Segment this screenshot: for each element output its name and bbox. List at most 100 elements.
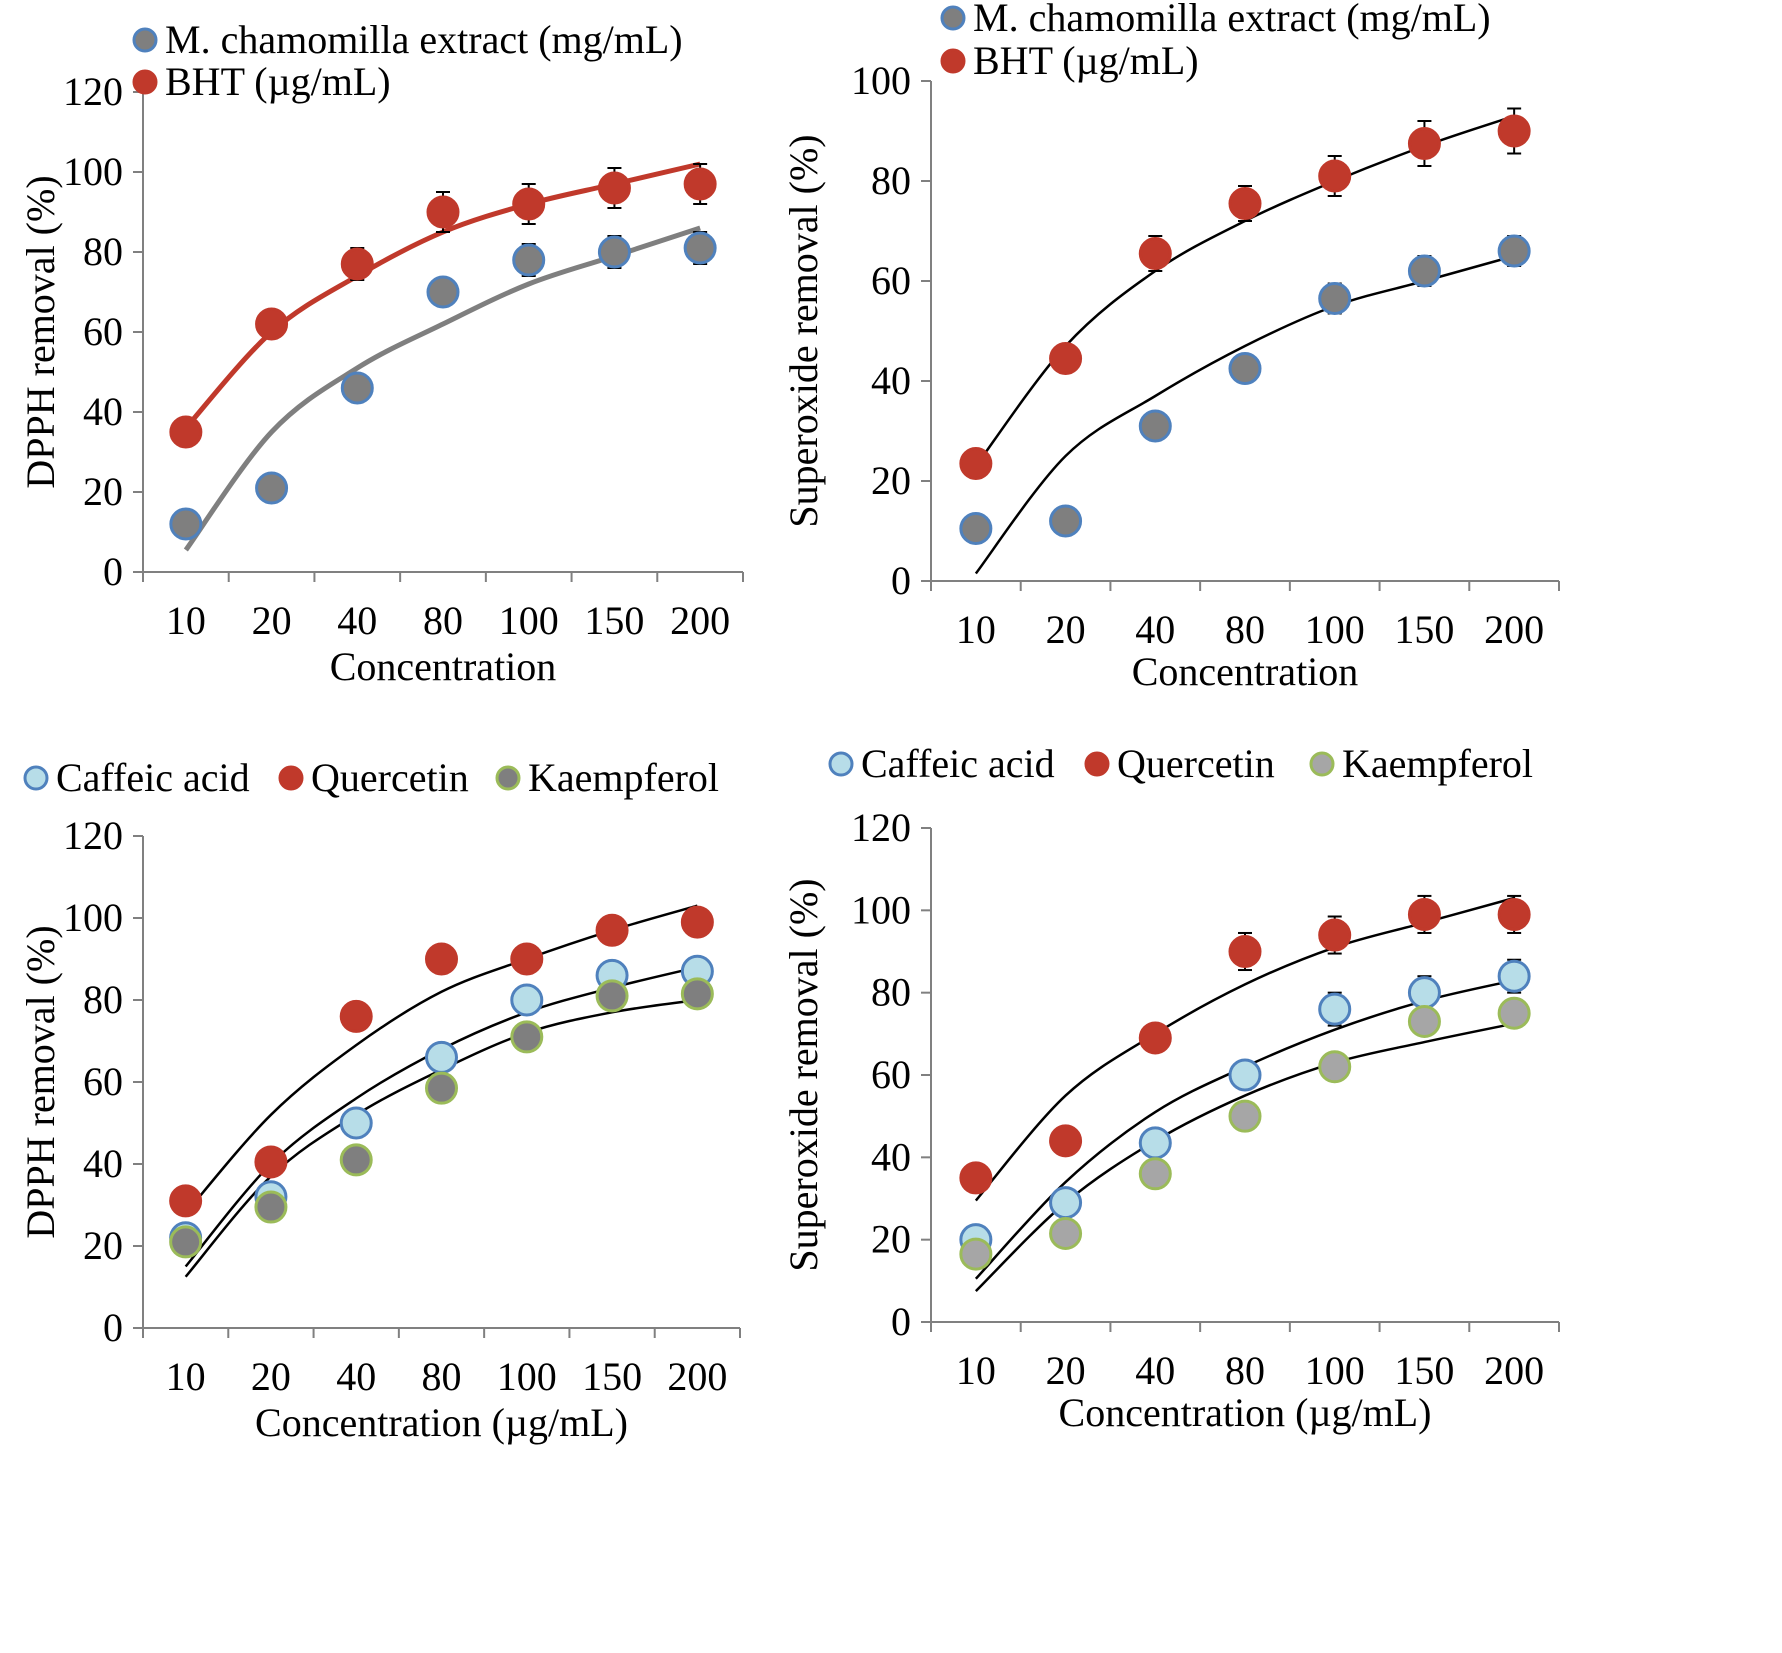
x-tick-label: 80 [422, 1354, 462, 1399]
legend-label: BHT (µg/mL) [973, 38, 1199, 83]
data-point-series-2 [1407, 897, 1441, 931]
x-tick-label: 100 [499, 598, 559, 643]
y-tick-label: 20 [871, 458, 911, 503]
x-tick-label: 200 [1484, 607, 1544, 652]
y-axis-title: Superoxide removal (%) [781, 134, 826, 527]
y-tick-label: 80 [871, 158, 911, 203]
x-tick-label: 10 [956, 607, 996, 652]
data-point-series-2 [254, 1145, 288, 1179]
chart-superoxide-phenolics: 0 20 40 60 80 100 120 10 20 40 80 100 150 200 Concentr… [781, 741, 1782, 1652]
y-tick-label: 100 [63, 149, 123, 194]
data-point-series-1 [339, 1106, 373, 1140]
data-point-series-2 [1497, 114, 1531, 148]
data-point-series-2 [339, 999, 373, 1033]
x-tick-label: 40 [337, 598, 377, 643]
y-tick-label: 0 [891, 558, 911, 603]
data-point-series-1 [255, 471, 289, 505]
data-point-series-2 [1228, 187, 1262, 220]
fit-curve-2 [974, 114, 1515, 467]
data-point-series-1 [1318, 282, 1352, 315]
x-tick-label: 40 [1135, 1348, 1175, 1393]
data-point-series-2 [510, 942, 544, 976]
y-tick-label: 100 [851, 58, 911, 103]
y-tick-label: 120 [63, 69, 123, 114]
data-point-series-3 [1497, 996, 1531, 1030]
data-point-series-2 [426, 195, 460, 229]
data-point-series-1 [510, 983, 544, 1017]
legend-marker [1084, 751, 1110, 777]
data-point-series-2 [683, 167, 717, 201]
legend-label: Caffeic acid [861, 741, 1055, 786]
y-tick-label: 60 [871, 258, 911, 303]
data-point-series-1 [1049, 1186, 1083, 1220]
legend-marker [495, 765, 521, 791]
x-axis-title: Concentration (µg/mL) [255, 1400, 628, 1445]
data-point-series-2 [959, 447, 993, 480]
data-point-series-2 [1138, 237, 1172, 270]
legend-label: Kaempferol [528, 755, 719, 800]
data-point-series-1 [597, 235, 631, 269]
data-point-series-3 [1407, 1004, 1441, 1038]
data-point-series-1 [959, 512, 993, 545]
data-point-series-1 [426, 275, 460, 309]
x-tick-label: 80 [1225, 1348, 1265, 1393]
x-tick-label: 200 [1484, 1348, 1544, 1393]
data-point-series-2 [959, 1161, 993, 1195]
chart-svg: 0 20 40 60 80 100 120 10 20 40 80 100 150 200 Concentr… [18, 17, 744, 689]
y-tick-label: 120 [63, 813, 123, 858]
data-point-series-2 [1138, 1021, 1172, 1055]
x-axis-title: Concentration [1132, 649, 1359, 694]
data-point-series-3 [425, 1071, 458, 1105]
y-tick-label: 60 [871, 1052, 911, 1097]
data-point-series-2 [1049, 342, 1083, 375]
legend-marker [940, 48, 966, 74]
legend-label: Kaempferol [1342, 741, 1533, 786]
data-point-series-3 [510, 1020, 544, 1054]
data-point-series-3 [680, 977, 714, 1011]
data-point-series-2 [512, 187, 546, 221]
x-tick-label: 40 [1135, 607, 1175, 652]
x-tick-label: 150 [584, 598, 644, 643]
legend-marker [278, 765, 304, 791]
x-tick-label: 20 [1046, 1348, 1086, 1393]
data-point-series-1 [340, 371, 374, 405]
chart-dpph-extract-bht: 0 20 40 60 80 100 120 10 20 40 80 100 150 200 Concentr… [0, 0, 891, 826]
chart-svg: 0 20 40 60 80 100 120 10 20 40 80 100 150 200 Concentr… [781, 741, 1560, 1435]
data-point-series-1 [425, 1040, 458, 1074]
legend-label: Quercetin [1117, 741, 1275, 786]
x-tick-label: 150 [1394, 607, 1454, 652]
data-point-series-1 [1318, 992, 1352, 1026]
legend-label: M. chamomilla extract (mg/mL) [973, 0, 1491, 40]
y-tick-label: 120 [851, 805, 911, 850]
x-tick-label: 100 [497, 1354, 557, 1399]
y-tick-label: 100 [851, 887, 911, 932]
y-tick-label: 60 [83, 1059, 123, 1104]
x-tick-label: 100 [1305, 607, 1365, 652]
y-tick-label: 100 [63, 895, 123, 940]
data-point-series-3 [959, 1237, 993, 1271]
y-tick-label: 0 [103, 549, 123, 594]
x-axis-title: Concentration [330, 644, 557, 689]
x-tick-label: 20 [252, 598, 292, 643]
x-tick-label: 200 [667, 1354, 727, 1399]
x-tick-label: 10 [166, 1354, 206, 1399]
y-tick-label: 80 [83, 977, 123, 1022]
x-tick-label: 150 [1394, 1348, 1454, 1393]
y-axis-title: Superoxide removal (%) [781, 878, 826, 1271]
x-tick-label: 10 [956, 1348, 996, 1393]
legend-label: Caffeic acid [56, 755, 250, 800]
data-point-series-2 [595, 913, 629, 947]
fit-curve-1 [184, 965, 698, 1268]
y-tick-label: 0 [891, 1299, 911, 1344]
data-point-series-3 [339, 1143, 373, 1177]
data-point-series-3 [1318, 1050, 1352, 1084]
x-tick-label: 20 [1046, 607, 1086, 652]
data-point-series-3 [595, 979, 629, 1013]
data-point-series-2 [169, 415, 203, 449]
data-point-series-3 [254, 1190, 288, 1224]
data-point-series-2 [169, 1184, 203, 1218]
legend-marker [940, 5, 966, 31]
x-tick-label: 20 [251, 1354, 291, 1399]
y-tick-label: 0 [103, 1305, 123, 1350]
data-point-series-2 [1228, 935, 1262, 968]
